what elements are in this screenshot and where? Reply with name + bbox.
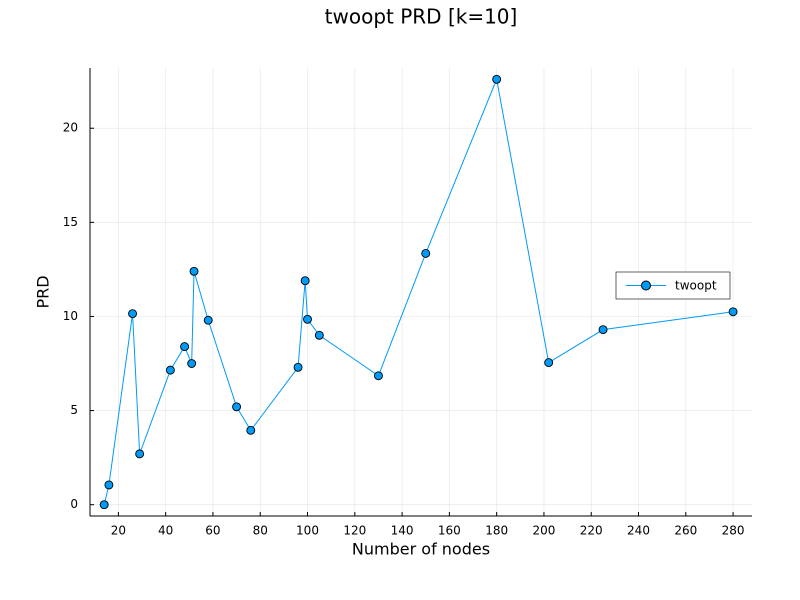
x-tick-label: 180 (485, 524, 508, 538)
x-tick-label: 60 (205, 524, 220, 538)
x-tick-label: 20 (111, 524, 126, 538)
x-tick-label: 120 (343, 524, 366, 538)
x-tick-label: 280 (722, 524, 745, 538)
data-point (598, 325, 608, 335)
data-point (303, 314, 312, 324)
data-point (300, 276, 310, 286)
y-axis-ticks: 0 5 10 15 20 (63, 121, 94, 511)
x-tick-label: 240 (627, 524, 650, 538)
legend-entry-label: twoopt (675, 279, 717, 293)
data-point (187, 359, 197, 368)
data-point (128, 309, 138, 319)
y-tick-label: 20 (63, 121, 78, 135)
x-tick-label: 160 (438, 524, 461, 538)
x-tick-label: 80 (253, 524, 268, 538)
data-point (189, 266, 199, 276)
x-tick-label: 200 (532, 524, 555, 538)
y-tick-label: 0 (70, 497, 78, 511)
data-point (246, 425, 256, 435)
chart-title: twoopt PRD [k=10] (325, 5, 518, 29)
data-point (104, 480, 114, 490)
data-point (232, 402, 242, 412)
data-point (203, 315, 213, 325)
y-tick-label: 15 (63, 215, 78, 229)
axes (89, 68, 752, 517)
x-tick-label: 40 (158, 524, 173, 538)
x-tick-label: 260 (674, 524, 697, 538)
x-axis-ticks: 20 40 60 80 100 120 140 160 180 200 220 240 260 280 (111, 512, 745, 538)
x-tick-label: 100 (296, 524, 319, 538)
data-point (180, 342, 190, 352)
data-point (421, 248, 431, 258)
data-point (99, 500, 109, 510)
data-point (165, 365, 175, 375)
legend-marker-swatch (641, 280, 651, 291)
data-point (293, 362, 303, 372)
data-point (135, 449, 145, 459)
y-tick-label: 5 (70, 403, 78, 417)
y-axis-label: PRD (34, 275, 53, 308)
x-axis-label: Number of nodes (352, 540, 490, 559)
series-layer (99, 74, 738, 510)
x-tick-label: 140 (391, 524, 414, 538)
data-point (314, 330, 324, 340)
data-point (492, 74, 502, 84)
y-tick-label: 10 (63, 309, 78, 323)
legend: twoopt (615, 271, 731, 300)
x-tick-label: 220 (580, 524, 603, 538)
data-point (373, 371, 383, 381)
data-point (728, 307, 738, 317)
data-point (544, 358, 554, 368)
